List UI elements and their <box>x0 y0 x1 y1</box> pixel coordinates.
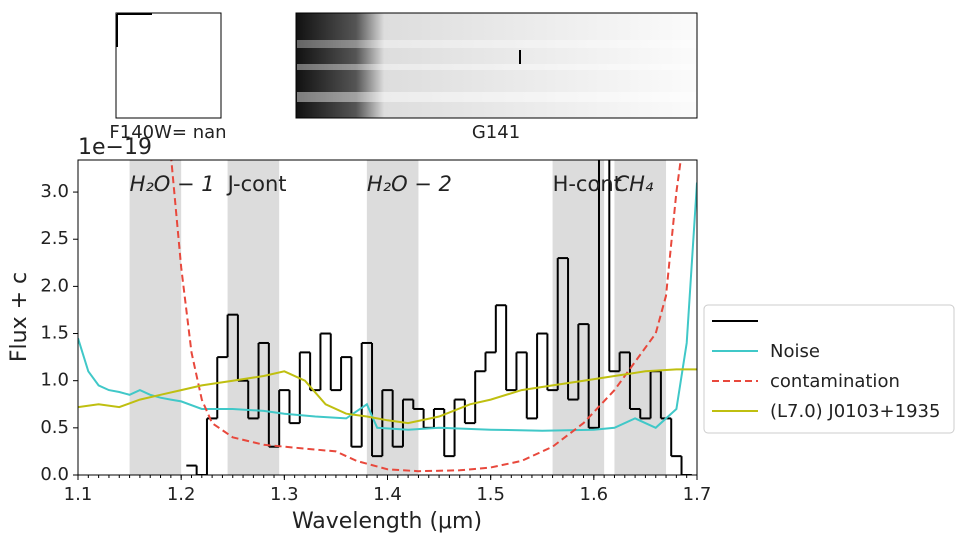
thumbnail <box>115 12 222 119</box>
y-tick-label: 1.0 <box>40 370 69 391</box>
y-tick-label: 2.0 <box>40 275 69 296</box>
x-tick-label: 1.5 <box>476 484 505 505</box>
y-tick-label: 0.5 <box>40 417 69 438</box>
band-label: CH₄ <box>614 172 653 196</box>
bands <box>129 160 667 475</box>
y-tick-label: 0.0 <box>40 464 69 485</box>
x-axis-label: Wavelength (μm) <box>292 509 482 534</box>
band-label: J-cont <box>226 172 287 196</box>
direct-image-panel <box>115 12 222 119</box>
series-line <box>78 368 697 425</box>
x-tick-label: 1.6 <box>580 484 609 505</box>
offset-label: 1e−19 <box>78 135 152 160</box>
band-label: H₂O − 1 <box>130 172 215 196</box>
band-label: H₂O − 2 <box>367 172 452 196</box>
x-tick-label: 1.2 <box>167 484 196 505</box>
legend-box <box>703 304 955 434</box>
plot-area <box>78 160 697 475</box>
band <box>129 160 182 475</box>
x-tick-label: 1.7 <box>683 484 712 505</box>
stripe <box>297 40 696 48</box>
legend-label: Noise <box>770 341 820 362</box>
stripe <box>297 92 696 102</box>
legend-label: (L7.0) J0103+1935 <box>770 401 940 422</box>
spectrum-panel <box>295 12 698 119</box>
x-tick-label: 1.3 <box>270 484 299 505</box>
band <box>614 160 667 475</box>
panel-label: G141 <box>472 122 520 143</box>
band <box>227 160 280 475</box>
x-tick-label: 1.4 <box>373 484 402 505</box>
band <box>552 160 605 475</box>
thumbnail <box>295 12 698 119</box>
series-line <box>78 182 697 432</box>
panel-label: F140W= nan <box>109 122 226 143</box>
y-tick-label: 3.0 <box>40 181 69 202</box>
stripe <box>297 64 696 70</box>
series-line <box>170 160 682 473</box>
y-axis-label: Flux + c <box>7 272 32 362</box>
y-tick-label: 1.5 <box>40 323 69 344</box>
legend: Noise contamination (L7.0) J0103+1935 <box>703 304 955 434</box>
band-label: H-cont <box>553 172 622 196</box>
y-tick-label: 2.5 <box>40 228 69 249</box>
x-tick-label: 1.1 <box>64 484 93 505</box>
legend-label: contamination <box>770 371 900 392</box>
